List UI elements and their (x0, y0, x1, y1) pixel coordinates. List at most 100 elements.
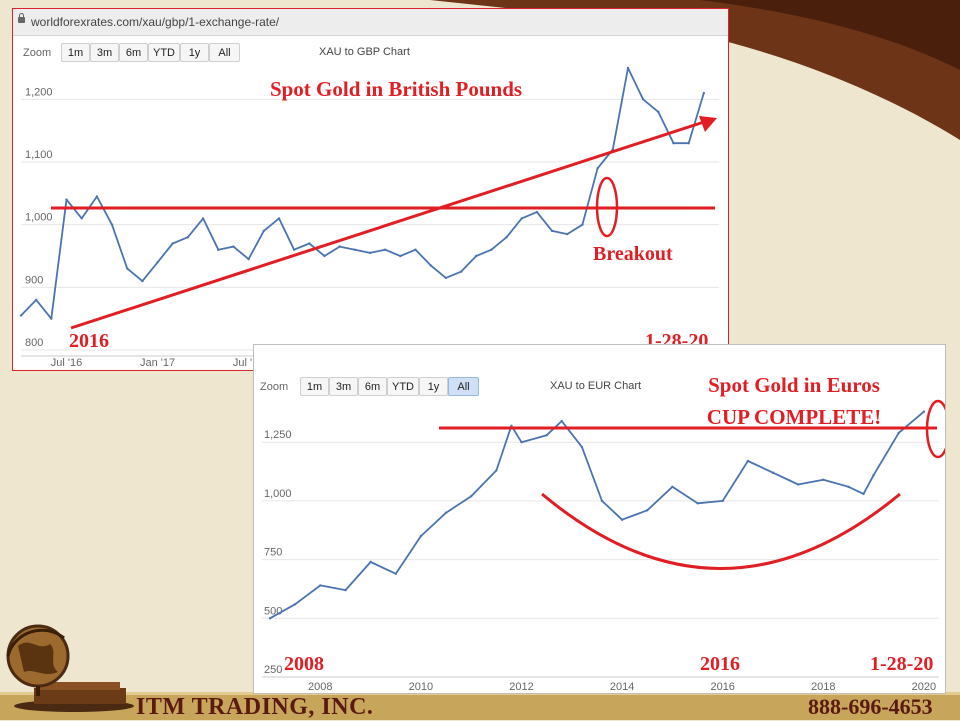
eur-chart-screenshot: Zoom 1m 3m 6m YTD 1y All XAU to EUR Char… (253, 344, 946, 694)
data-point (369, 560, 372, 564)
phone-number: 888-696-4653 (808, 694, 933, 719)
data-point (171, 242, 174, 245)
zoom-ytd-button[interactable]: YTD (148, 43, 180, 62)
end-label: 1-28-20 (870, 653, 933, 675)
data-point (308, 242, 311, 245)
zoom-all-button[interactable]: All (209, 43, 240, 62)
breakout-label: Breakout (593, 243, 673, 265)
data-point (721, 499, 724, 503)
zoom-label: Zoom (23, 47, 52, 59)
data-point (687, 142, 690, 145)
zoom-3m-button[interactable]: 3m (329, 377, 358, 396)
data-point (620, 518, 624, 521)
data-point (847, 485, 850, 489)
data-point (444, 511, 448, 514)
browser-url: worldforexrates.com/xau/gbp/1-exchange-r… (31, 15, 280, 29)
y-tick-label: 1,100 (25, 149, 53, 161)
data-point (247, 257, 250, 261)
company-name: ITM TRADING, INC. (136, 694, 374, 720)
data-point (156, 261, 159, 264)
x-tick-label: 2020 (912, 681, 936, 693)
data-point (323, 254, 326, 258)
data-point (459, 270, 463, 273)
zoom-ytd-button[interactable]: YTD (387, 377, 419, 396)
data-point (268, 617, 272, 620)
data-point (580, 445, 584, 449)
data-point (520, 217, 523, 220)
data-point (696, 502, 699, 505)
zoom-1y-button[interactable]: 1y (419, 377, 448, 396)
x-tick-label: 2014 (610, 681, 634, 693)
y-tick-label: 1,250 (264, 429, 292, 441)
uptrend-arrowhead (699, 116, 717, 132)
data-point (319, 584, 322, 587)
cup-curve (541, 492, 901, 570)
data-point (344, 588, 347, 592)
zoom-6m-button[interactable]: 6m (358, 377, 387, 396)
zoom-controls-eur: Zoom 1m 3m 6m YTD 1y All (260, 377, 500, 397)
data-point (581, 223, 584, 226)
data-point (746, 459, 750, 463)
y-tick-label: 900 (25, 274, 43, 286)
start-label: 2016 (69, 330, 109, 352)
zoom-1m-button[interactable]: 1m (61, 43, 90, 62)
data-point (262, 229, 265, 233)
data-point (292, 248, 296, 251)
y-tick-label: 800 (25, 337, 43, 349)
data-point (383, 248, 387, 251)
chart-title: XAU to GBP Chart (319, 46, 410, 58)
zoom-1y-button[interactable]: 1y (180, 43, 209, 62)
mid-label: 2016 (700, 653, 740, 675)
data-point (596, 167, 599, 170)
zoom-3m-button[interactable]: 3m (90, 43, 119, 62)
zoom-6m-button[interactable]: 6m (119, 43, 148, 62)
data-point (50, 317, 53, 320)
x-tick-label: 2010 (409, 681, 433, 693)
data-point (419, 534, 423, 538)
zoom-all-button[interactable]: All (448, 377, 479, 396)
x-tick-label: Jul '16 (51, 357, 82, 369)
data-point (414, 248, 417, 251)
data-point (338, 245, 341, 248)
series-line-xau-eur (269, 411, 925, 620)
y-tick-label: 750 (264, 547, 282, 559)
data-point (897, 431, 900, 435)
data-point (872, 473, 875, 477)
x-tick-label: 2018 (811, 681, 835, 693)
data-point (862, 492, 865, 496)
data-point (141, 279, 144, 283)
zoom-1m-button[interactable]: 1m (300, 377, 329, 396)
uptrend-arrow (70, 119, 708, 330)
data-point (657, 110, 660, 114)
y-tick-label: 1,000 (25, 212, 53, 224)
data-point (95, 195, 99, 198)
data-point (671, 485, 674, 489)
browser-address-bar[interactable]: worldforexrates.com/xau/gbp/1-exchange-r… (13, 9, 728, 36)
data-point (201, 217, 205, 220)
cup-complete-annotation: CUP COMPLETE! (707, 405, 881, 429)
data-point (796, 483, 800, 486)
data-point (429, 264, 432, 267)
data-point (490, 248, 493, 251)
y-tick-label: 1,000 (264, 488, 292, 500)
data-point (217, 248, 220, 251)
x-tick-label: 2016 (710, 681, 734, 693)
data-point (277, 217, 281, 220)
data-point (922, 410, 926, 413)
data-point (368, 251, 372, 255)
data-point (520, 441, 523, 444)
data-point (495, 469, 498, 472)
data-point (399, 254, 402, 258)
data-point (646, 509, 649, 512)
data-point (771, 471, 775, 474)
zoom-controls: Zoom 1m 3m 6m YTD 1y All (23, 43, 263, 63)
data-point (510, 424, 513, 427)
data-point (34, 298, 38, 302)
zoom-label: Zoom (260, 381, 289, 393)
data-point (186, 236, 190, 239)
data-point (545, 433, 548, 437)
lock-icon (18, 13, 25, 23)
series-line-xau-gbp (20, 67, 705, 320)
